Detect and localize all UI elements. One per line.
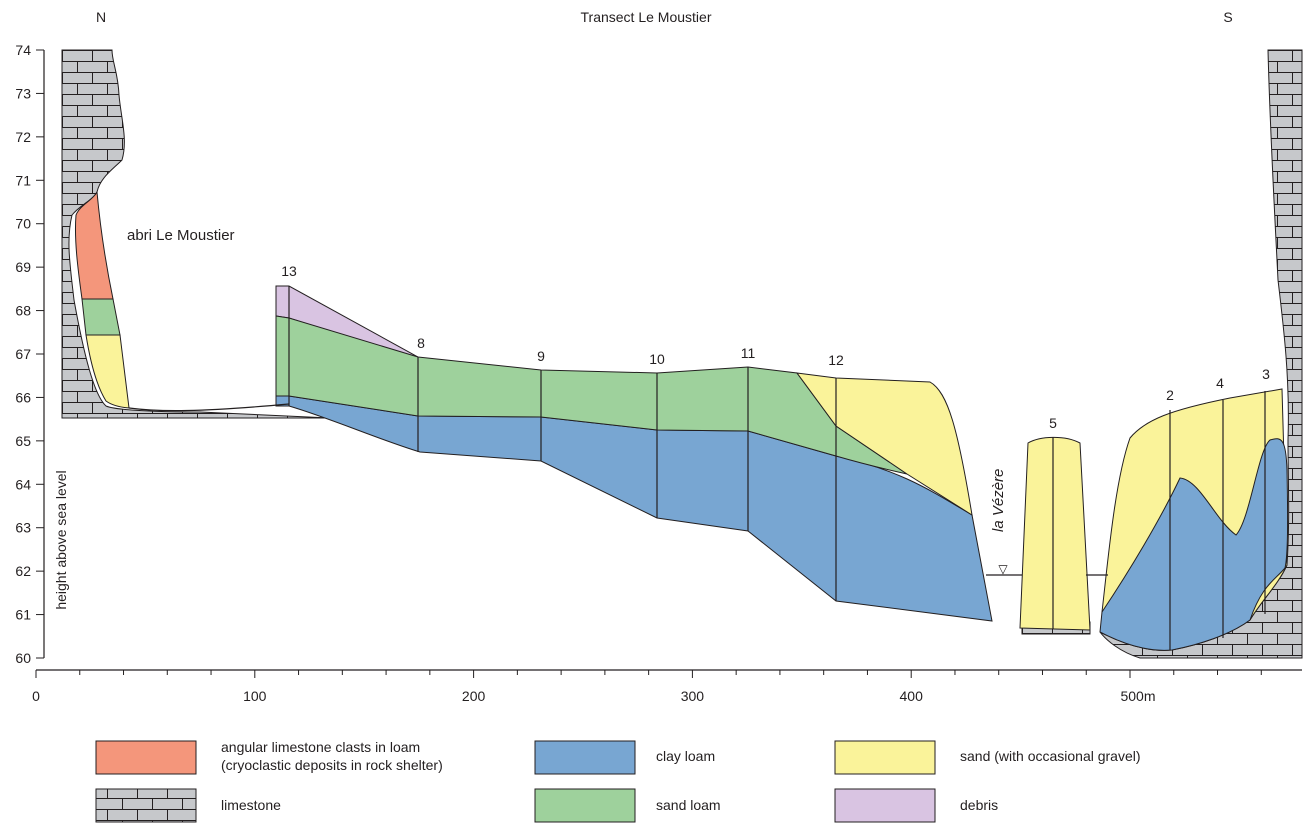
river-label: la Vézère [990,469,1007,532]
shelter-sand [85,334,130,409]
y-tick-label: 63 [15,520,31,536]
boring-label-4: 4 [1216,375,1224,391]
boring-label-5: 5 [1049,415,1057,431]
legend-label-debris: debris [960,797,998,813]
x-tick-label: 0 [32,688,40,704]
legend-label-clasts-line2: (cryoclastic deposits in rock shelter) [221,757,443,773]
shelter-label: abri Le Moustier [127,227,235,244]
legend-label-clay-loam: clay loam [656,748,715,764]
boring-label-8: 8 [417,335,425,351]
legend-label-sand-loam: sand loam [656,797,721,813]
y-axis: 60 61 62 63 64 65 66 67 68 69 70 71 72 73 74 height ab… [15,42,69,666]
y-tick-label: 73 [15,85,31,101]
diagram-title: Transect Le Moustier [581,9,712,25]
boring-label-10: 10 [649,351,665,367]
legend-label-limestone: limestone [221,797,281,813]
valley-deposits [128,285,993,622]
floodplain-surface [128,403,290,412]
y-tick-label: 64 [15,476,31,492]
x-tick-label: 100 [243,688,267,704]
boring-label-9: 9 [537,348,545,364]
y-tick-label: 61 [15,607,31,623]
legend-swatch-clay-loam [534,740,636,775]
y-tick-label: 60 [15,650,31,666]
legend-swatch-limestone [95,788,197,823]
y-tick-label: 70 [15,216,31,232]
x-axis: 0 100 200 300 400 500m [32,669,1302,704]
y-tick-label: 69 [15,259,31,275]
clasts-fill [74,190,114,300]
x-tick-label: 200 [462,688,486,704]
south-label: S [1223,9,1232,25]
legend-label-sand: sand (with occasional gravel) [960,748,1141,764]
x-tick-label: 400 [900,688,924,704]
legend-swatch-debris [834,788,936,823]
y-tick-label: 74 [15,42,31,58]
north-label: N [96,9,106,25]
legend-swatch-sand [834,740,936,775]
water-level-symbol: ▽ [998,562,1008,576]
boring-label-2: 2 [1166,387,1174,403]
boring-label-13: 13 [281,263,297,279]
legend-swatch-clasts [95,740,197,775]
y-tick-label: 68 [15,303,31,319]
y-tick-label: 65 [15,433,31,449]
y-tick-label: 67 [15,346,31,362]
legend-swatch-sand-loam [534,788,636,823]
y-tick-label: 62 [15,563,31,579]
south-clay-fill [1099,438,1289,651]
boring-label-11: 11 [741,345,756,361]
legend-label-clasts-line1: angular limestone clasts in loam [221,739,420,755]
legend: angular limestone clasts in loam (cryocl… [95,739,1141,823]
y-tick-label: 66 [15,389,31,405]
boring-lines [288,286,1266,650]
channel-bar-sand [1019,436,1091,631]
sand-loam-fill [275,315,908,475]
valley-sand-fill [795,372,973,517]
water-level: ▽ [986,562,1108,576]
boring-labels: 13 8 9 10 11 12 5 2 4 3 [281,263,1270,431]
limestone-north-cliff [61,49,331,419]
x-tick-label: 300 [681,688,705,704]
x-tick-label: 500m [1120,688,1155,704]
south-bank-deposits [1099,388,1289,651]
y-tick-label: 71 [15,172,31,188]
boring-label-3: 3 [1262,366,1270,382]
shelter-sand-loam [81,298,121,336]
y-axis-label: height above sea level [53,470,69,609]
shelter-deposits [74,190,130,409]
boring-label-12: 12 [828,352,844,368]
y-tick-label: 72 [15,129,31,145]
